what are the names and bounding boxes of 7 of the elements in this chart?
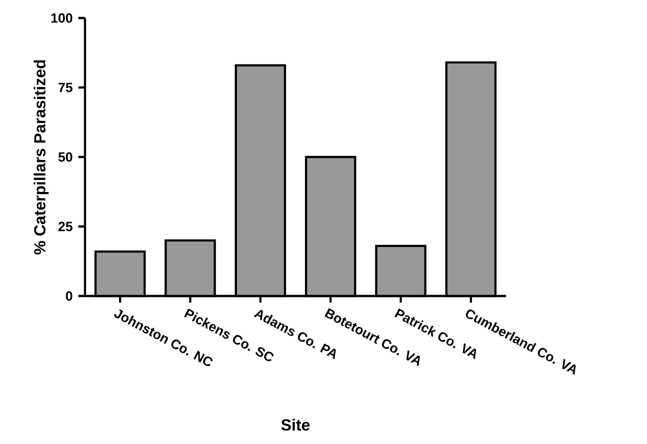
- y-tick-label: 75: [58, 82, 72, 92]
- y-tick-label: 50: [58, 152, 72, 162]
- x-axis-title: Site: [281, 418, 310, 431]
- y-axis-title: % Caterpillars Parasitized: [34, 60, 49, 254]
- y-tick-label: 0: [66, 291, 72, 301]
- y-tick-label: 25: [58, 222, 72, 232]
- y-tick-label: 100: [51, 13, 72, 23]
